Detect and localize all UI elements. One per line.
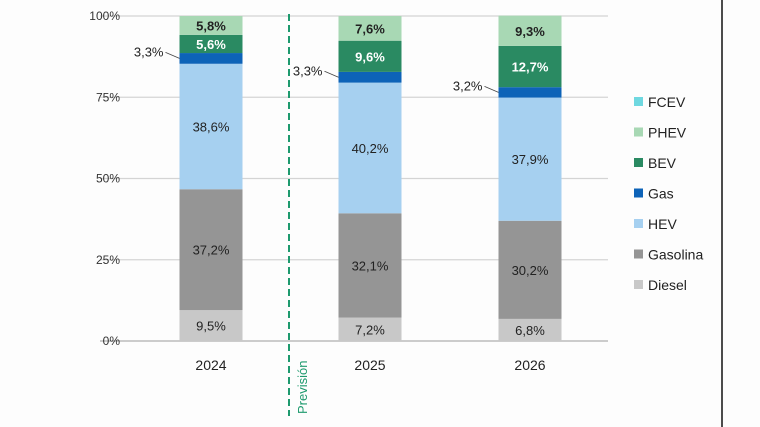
data-label: 7,2% bbox=[355, 322, 385, 337]
legend-swatch-bev bbox=[634, 158, 643, 167]
data-label: 38,6% bbox=[193, 120, 230, 135]
data-label: 3,3% bbox=[293, 63, 323, 78]
bar-segment-bev bbox=[179, 34, 243, 54]
data-label: 40,2% bbox=[352, 141, 389, 156]
forecast-label: Previsión bbox=[295, 361, 310, 414]
bar-segment-gasolina bbox=[498, 220, 562, 319]
data-label: 32,1% bbox=[352, 258, 389, 273]
data-label: 6,8% bbox=[515, 323, 545, 338]
bar-segment-phev bbox=[338, 16, 402, 41]
data-label: 5,8% bbox=[196, 18, 226, 33]
legend-swatch-fcev bbox=[634, 97, 643, 106]
y-tick-label: 50% bbox=[96, 172, 120, 186]
data-label: 30,2% bbox=[512, 263, 549, 278]
legend-swatch-diesel bbox=[634, 280, 643, 289]
legend-swatch-gasolina bbox=[634, 249, 643, 259]
legend-swatch-hev bbox=[634, 219, 643, 228]
data-label: 9,6% bbox=[355, 49, 385, 64]
legend-label-diesel: Diesel bbox=[648, 277, 687, 293]
data-label: 37,9% bbox=[512, 152, 549, 167]
bar-segment-gas bbox=[498, 87, 562, 98]
legend-swatch-gas bbox=[634, 188, 643, 198]
y-tick-label: 100% bbox=[89, 9, 120, 23]
bar-segment-bev bbox=[338, 40, 402, 72]
data-label: 37,2% bbox=[193, 243, 230, 258]
bar-segment-phev bbox=[179, 16, 243, 35]
bar-segment-gasolina bbox=[179, 189, 243, 311]
data-label: 9,5% bbox=[196, 319, 226, 334]
bar-segment-diesel bbox=[179, 310, 243, 341]
bar-segment-phev bbox=[498, 15, 562, 46]
y-tick-label: 25% bbox=[96, 253, 120, 267]
data-label: 3,2% bbox=[453, 78, 483, 93]
data-label: 7,6% bbox=[355, 21, 385, 36]
y-tick-label: 0% bbox=[103, 334, 121, 348]
bar-segment-bev bbox=[498, 45, 562, 88]
legend-label-hev: HEV bbox=[648, 216, 677, 232]
bar-segment-hev bbox=[498, 97, 562, 221]
bar-segment-diesel bbox=[338, 317, 402, 341]
bar-segment-hev bbox=[179, 63, 243, 190]
legend-label-gas: Gas bbox=[648, 186, 674, 202]
bar-segment-gasolina bbox=[338, 213, 402, 318]
bar-segment-hev bbox=[338, 82, 402, 214]
x-tick-label: 2026 bbox=[514, 357, 545, 373]
bar-segment-gas bbox=[338, 71, 402, 83]
x-tick-label: 2024 bbox=[195, 357, 226, 373]
x-tick-label: 2025 bbox=[354, 357, 385, 373]
data-label: 3,3% bbox=[134, 44, 164, 59]
y-tick-label: 75% bbox=[96, 90, 120, 104]
leader-line bbox=[484, 86, 499, 93]
bar-segment-diesel bbox=[498, 318, 562, 341]
data-label: 9,3% bbox=[515, 24, 545, 39]
legend-label-phev: PHEV bbox=[648, 125, 687, 141]
leader-line bbox=[324, 70, 339, 78]
bar-segment-gas bbox=[179, 53, 243, 64]
legend-swatch-phev bbox=[634, 127, 643, 137]
data-label: 5,6% bbox=[196, 37, 226, 52]
legend-label-fcev: FCEV bbox=[648, 94, 686, 110]
legend-label-gasolina: Gasolina bbox=[648, 247, 703, 263]
legend-label-bev: BEV bbox=[648, 155, 677, 171]
data-label: 12,7% bbox=[512, 60, 549, 75]
leader-line bbox=[165, 52, 180, 59]
